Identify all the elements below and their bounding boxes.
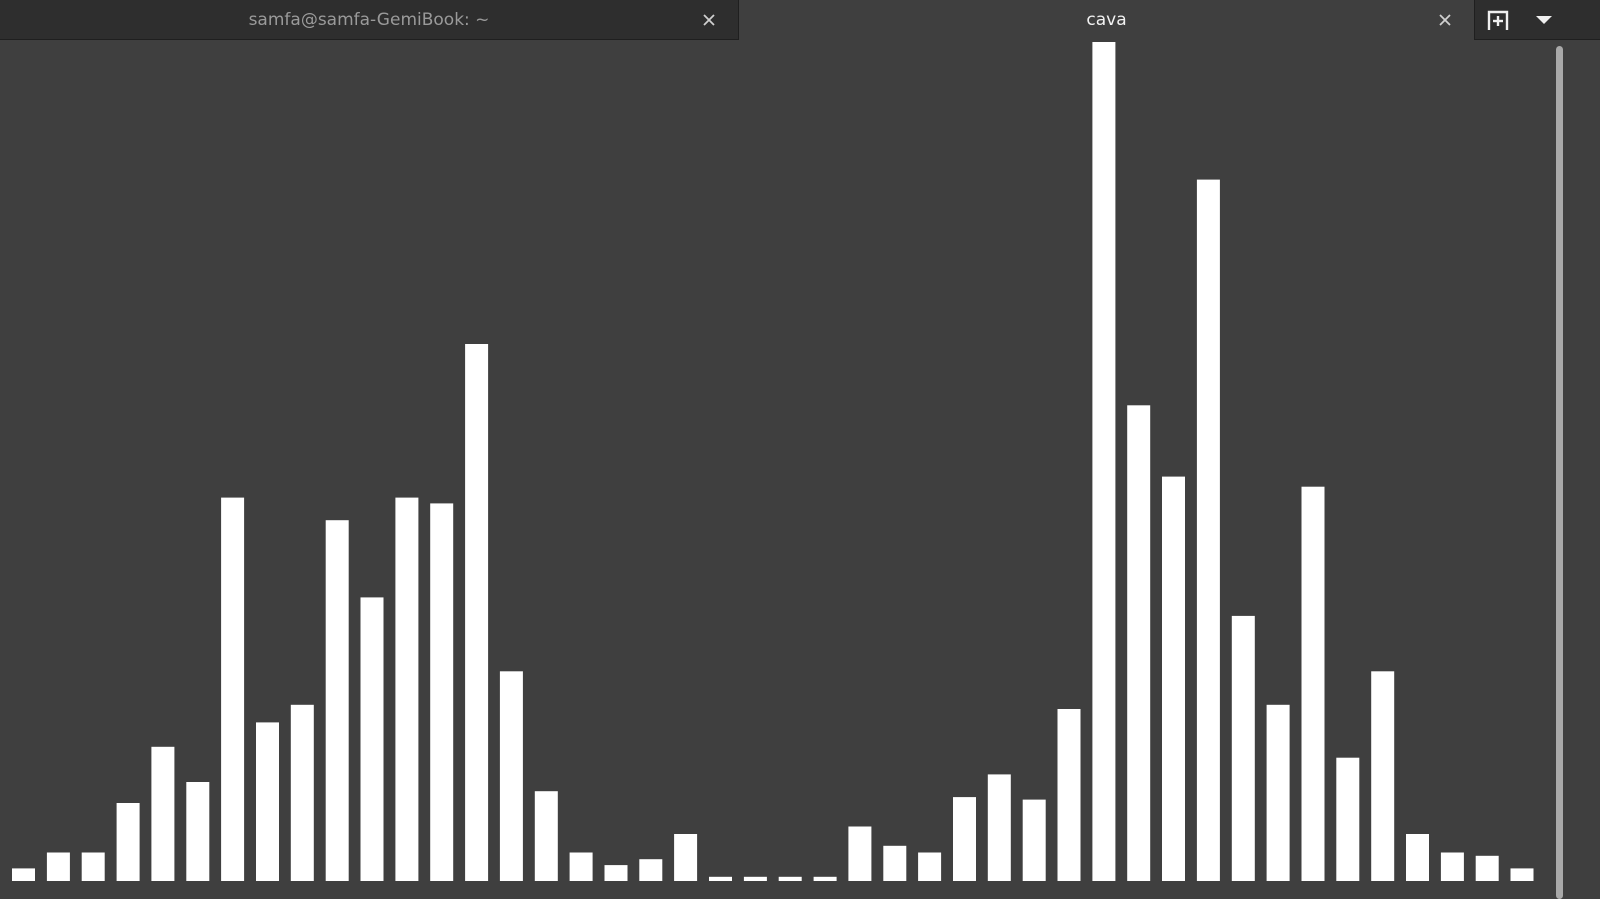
visualizer-bar xyxy=(1266,704,1290,881)
visualizer-bar xyxy=(12,868,35,881)
visualizer-bar xyxy=(1127,405,1151,881)
visualizer-bar xyxy=(1092,42,1116,881)
visualizer-bar xyxy=(813,876,837,881)
scrollbar-thumb[interactable] xyxy=(1556,46,1563,899)
tab-title: cava xyxy=(1086,10,1127,30)
visualizer-bar xyxy=(465,344,489,881)
visualizer-bar xyxy=(325,520,349,881)
visualizer-bar xyxy=(918,852,942,881)
tab-cava[interactable]: cava xyxy=(738,0,1474,40)
visualizer-bar xyxy=(395,497,419,881)
visualizer-bar xyxy=(1406,834,1429,881)
visualizer-bar xyxy=(604,865,628,881)
visualizer-bar xyxy=(1162,476,1185,881)
visualizer-bar xyxy=(1510,868,1534,881)
new-tab-icon[interactable] xyxy=(1475,0,1521,40)
visualizer-bar xyxy=(360,597,384,881)
visualizer-bar xyxy=(639,859,663,881)
visualizer-bar xyxy=(1371,671,1395,881)
chevron-down-icon[interactable] xyxy=(1521,0,1567,40)
terminal-area[interactable] xyxy=(0,40,1552,899)
close-icon[interactable] xyxy=(698,9,720,31)
visualizer-bar xyxy=(743,876,767,881)
tab-actions xyxy=(1474,0,1600,40)
visualizer-bar xyxy=(778,876,802,881)
visualizer-bar xyxy=(848,826,872,881)
visualizer-bar xyxy=(1231,615,1255,881)
visualizer-bar xyxy=(1336,757,1360,881)
visualizer-bar xyxy=(534,791,558,881)
visualizer-bar xyxy=(46,852,70,881)
tab-title: samfa@samfa-GemiBook: ~ xyxy=(248,9,490,30)
tab-bar: samfa@samfa-GemiBook: ~ cava xyxy=(0,0,1600,40)
visualizer-bar xyxy=(81,852,105,881)
tab-home-shell[interactable]: samfa@samfa-GemiBook: ~ xyxy=(0,0,738,40)
visualizer-bar xyxy=(1022,799,1046,881)
visualizer-bar xyxy=(221,497,245,881)
visualizer-bar xyxy=(1301,486,1325,881)
visualizer-bar xyxy=(256,722,279,881)
cava-visualizer xyxy=(12,42,1534,881)
visualizer-bar xyxy=(953,797,976,881)
close-icon[interactable] xyxy=(1434,9,1456,31)
visualizer-bar xyxy=(116,803,140,881)
visualizer-bar xyxy=(430,503,454,881)
visualizer-bar xyxy=(1196,179,1220,881)
visualizer-bar xyxy=(1440,852,1464,881)
visualizer-bar xyxy=(290,704,314,881)
visualizer-bar xyxy=(987,774,1011,881)
visualizer-bar xyxy=(569,852,593,881)
visualizer-bar xyxy=(186,782,210,881)
visualizer-bar xyxy=(883,845,907,881)
visualizer-bar xyxy=(151,746,175,881)
visualizer-bar xyxy=(1475,855,1499,881)
visualizer-bar xyxy=(499,671,523,881)
visualizer-bar xyxy=(709,876,732,881)
visualizer-bar xyxy=(674,834,698,881)
visualizer-bar xyxy=(1057,709,1081,881)
scrollbar[interactable] xyxy=(1552,40,1568,899)
